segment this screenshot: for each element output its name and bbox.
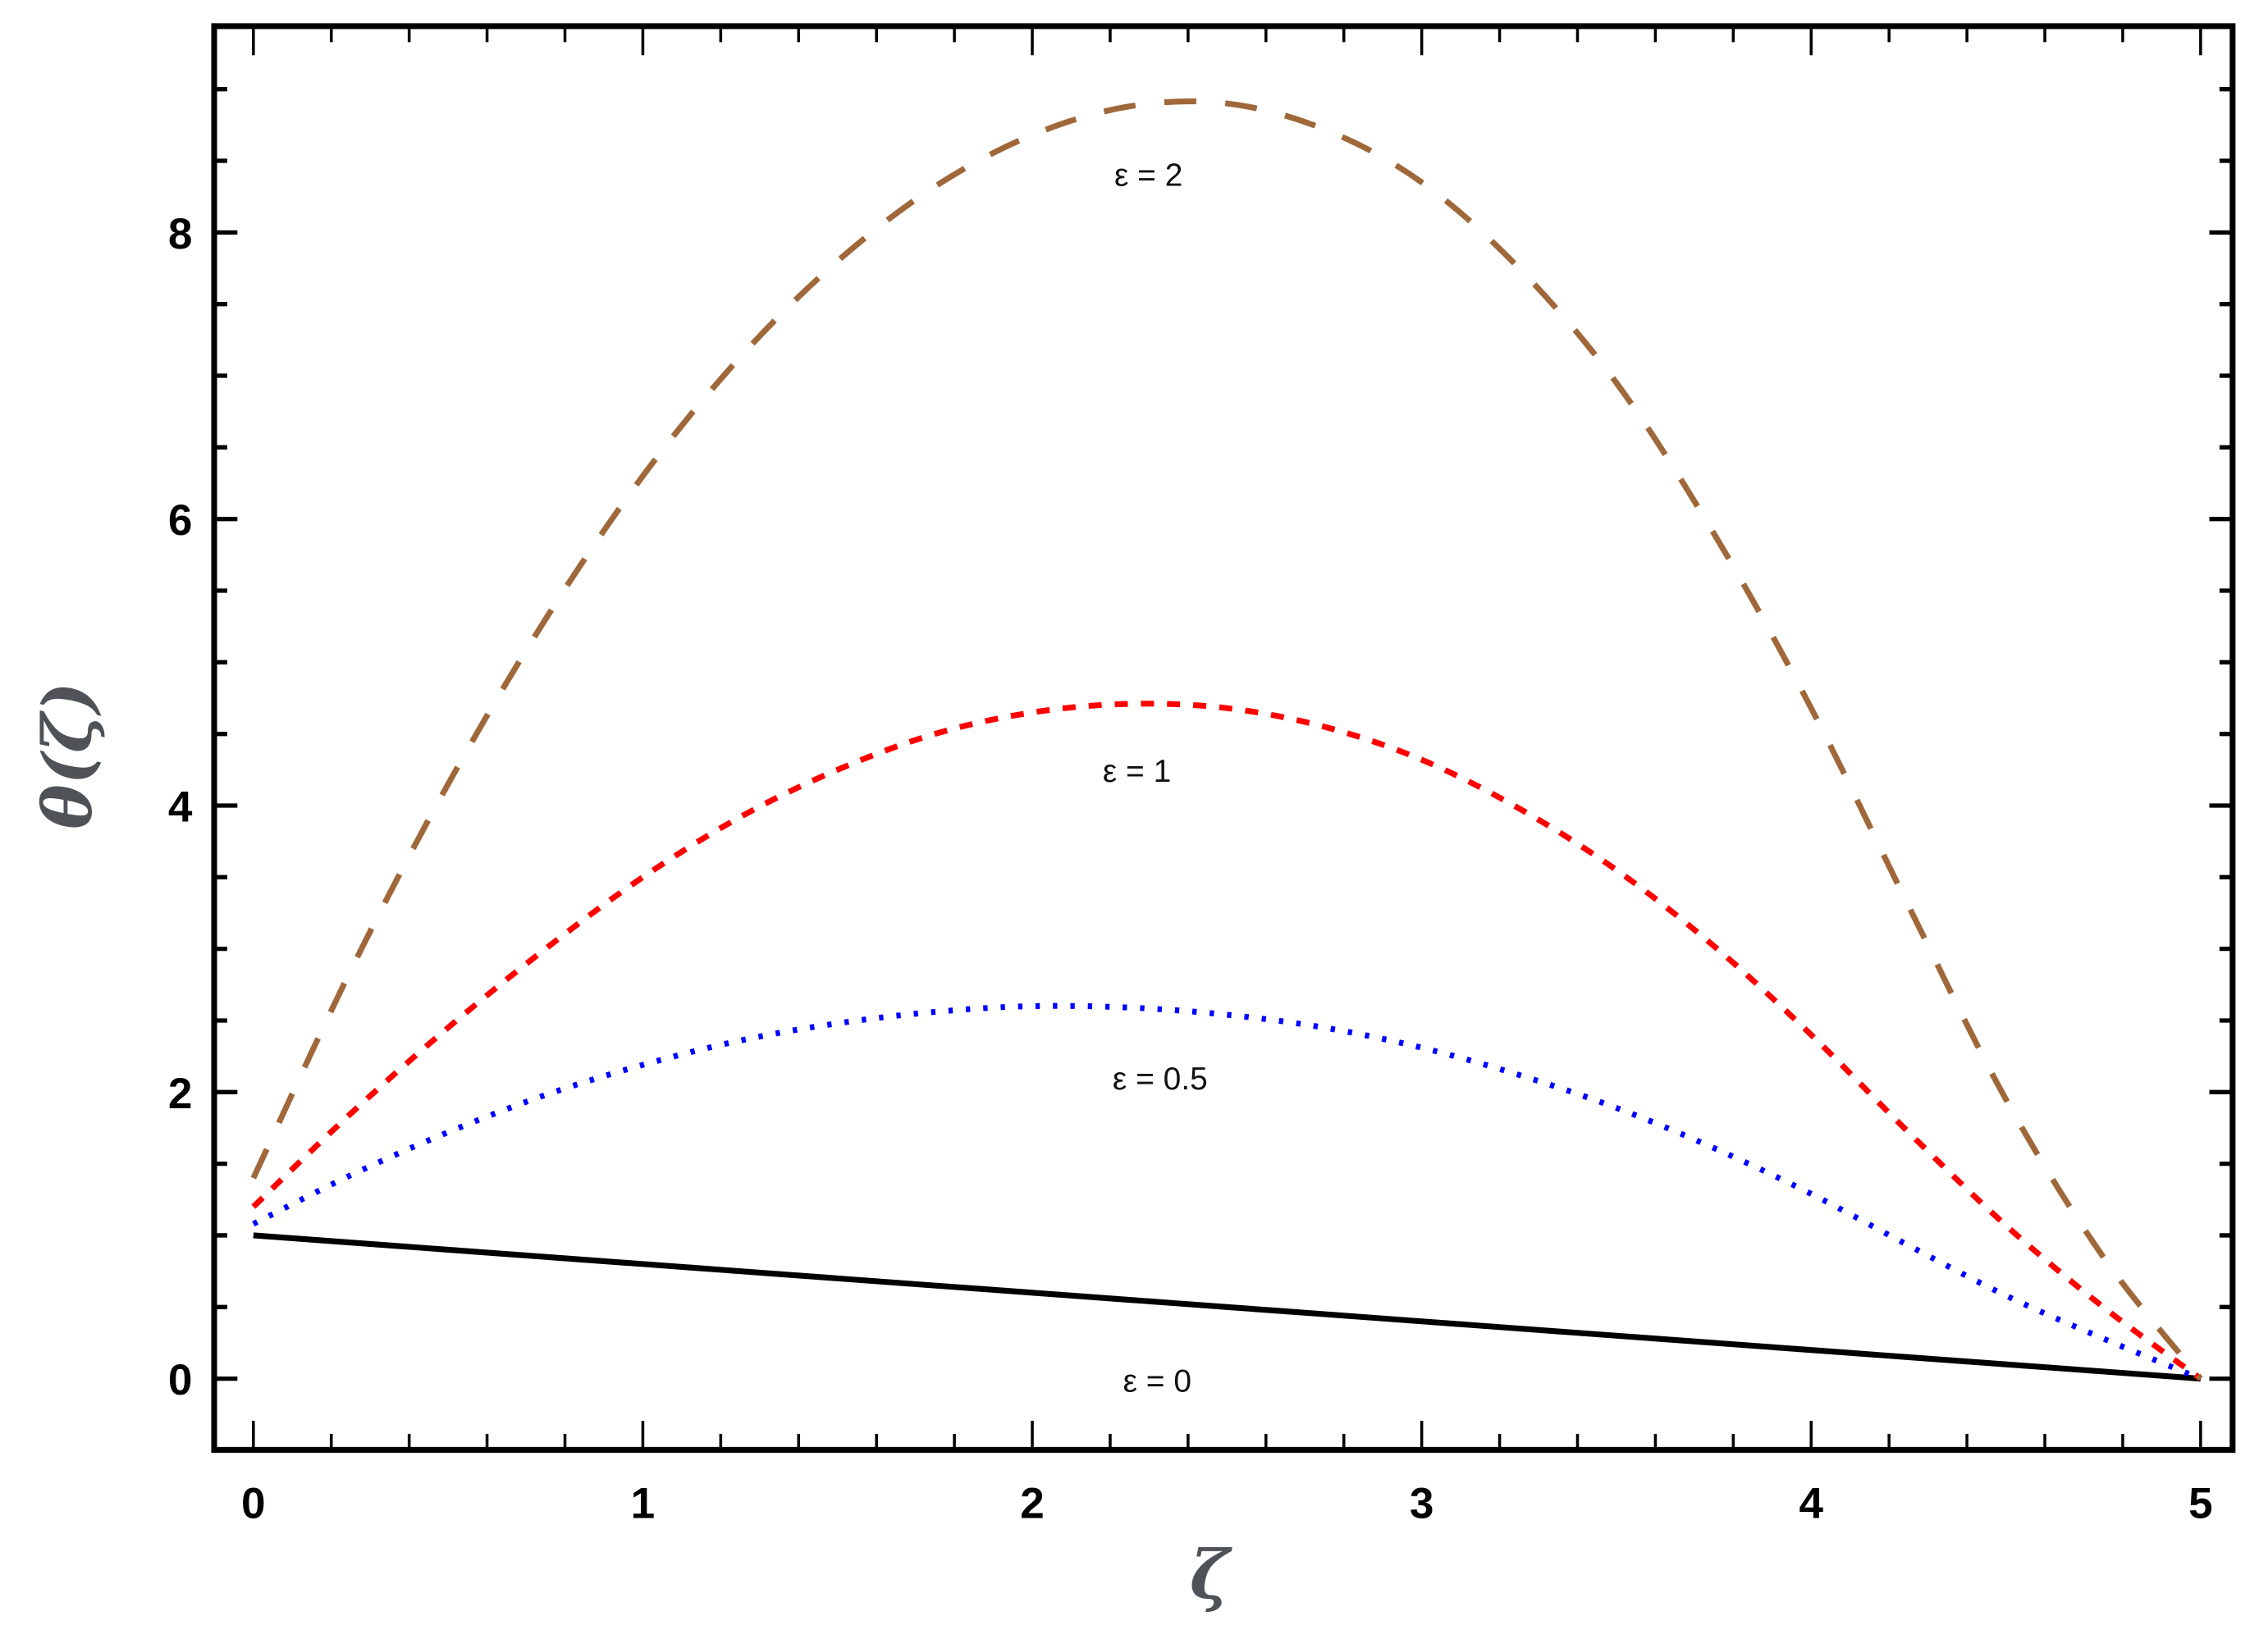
plot-frame	[211, 23, 2236, 1453]
y-tick-label: 6	[168, 496, 193, 545]
x-tick-label: 2	[1020, 1480, 1045, 1528]
x-tick-label: 5	[2188, 1480, 2213, 1528]
x-tick-label: 0	[241, 1480, 266, 1528]
y-tick-label: 4	[168, 783, 193, 831]
x-tick-label: 1	[631, 1480, 656, 1528]
label-eps-0: ε = 0	[1123, 1364, 1191, 1399]
curve-labels: ε = 2 ε = 1 ε = 0.5 ε = 0	[1103, 158, 1208, 1399]
tick-labels: 0 1 2 3 4 5 0 2 4 6 8	[168, 210, 2213, 1528]
x-tick-label: 4	[1799, 1480, 1823, 1528]
y-axis-label: θ(ζ)	[29, 682, 107, 829]
axis-ticks	[213, 25, 2233, 1450]
y-tick-label: 2	[168, 1070, 193, 1118]
label-eps-0-5: ε = 0.5	[1113, 1062, 1208, 1097]
label-eps-1: ε = 1	[1103, 754, 1171, 789]
curves	[250, 98, 2203, 1382]
x-axis-label: ζ	[1190, 1536, 1232, 1614]
curve-series-3	[250, 98, 2203, 1381]
curve-series-2	[251, 701, 2202, 1381]
y-tick-label: 8	[168, 210, 193, 258]
x-tick-label: 3	[1410, 1480, 1434, 1528]
curve-series-1	[252, 1002, 2202, 1381]
curve-series-0	[253, 1232, 2202, 1382]
label-eps-2: ε = 2	[1114, 158, 1182, 194]
y-tick-label: 0	[168, 1356, 193, 1404]
